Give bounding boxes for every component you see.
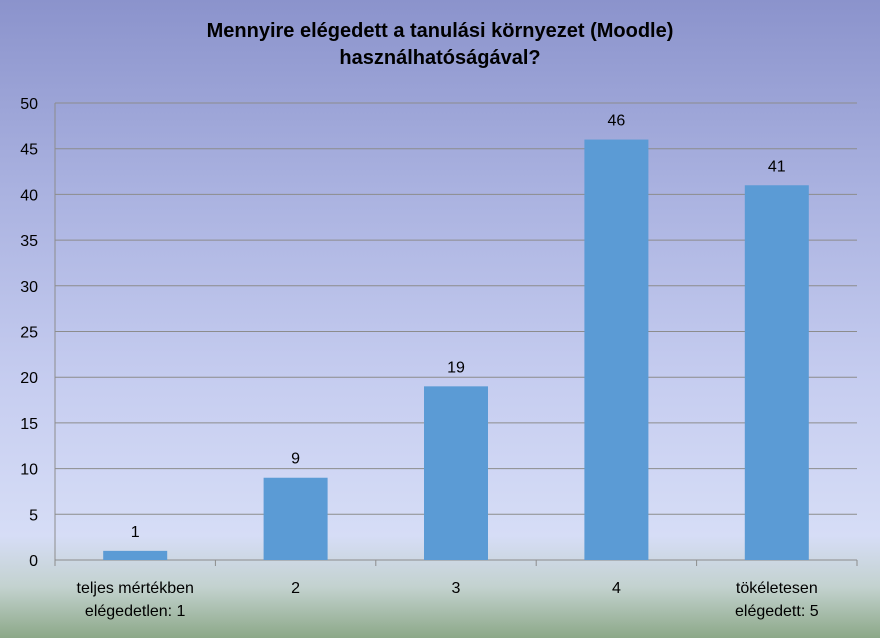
chart-title: Mennyire elégedett a tanulási környezet … [0,18,880,72]
y-tick-label-50: 50 [20,96,38,113]
y-tick-label-30: 30 [20,279,38,296]
x-category-label-5-line-1: tökéletesen [736,580,818,597]
y-tick-label-25: 25 [20,325,38,342]
chart-title-line-2: használhatóságával? [339,47,541,69]
data-label-1: 1 [131,524,140,541]
data-label-4: 46 [608,113,626,130]
data-label-5: 41 [768,158,786,175]
bar-3 [424,386,488,560]
x-category-label-4: 4 [612,580,621,597]
data-label-2: 9 [291,451,300,468]
x-category-label-3: 3 [452,580,461,597]
y-tick-label-35: 35 [20,233,38,250]
data-label-3: 19 [447,359,465,376]
y-tick-label-15: 15 [20,416,38,433]
y-tick-label-10: 10 [20,462,38,479]
x-category-label-1-line-2: elégedetlen: 1 [85,603,186,620]
y-tick-label-20: 20 [20,370,38,387]
x-category-label-5-line-2: elégedett: 5 [735,603,819,620]
bar-1 [103,550,168,560]
y-tick-label-45: 45 [20,142,38,159]
bar-4 [584,139,649,560]
bar-5 [744,185,809,560]
y-tick-label-40: 40 [20,187,38,204]
y-tick-label-5: 5 [29,507,38,524]
x-category-label-2: 2 [291,580,300,597]
x-category-label-1-line-1: teljes mértékben [77,580,194,597]
chart-title-line-1: Mennyire elégedett a tanulási környezet … [206,20,674,42]
bar-2 [263,477,328,560]
y-tick-label-0: 0 [29,553,38,570]
